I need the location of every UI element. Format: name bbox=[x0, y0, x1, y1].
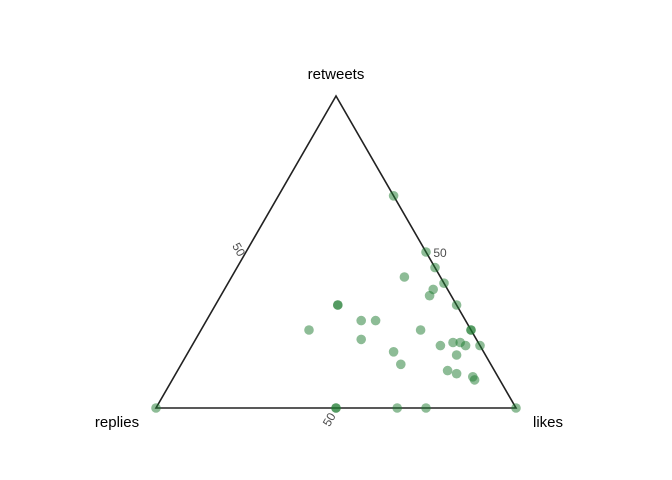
data-point bbox=[439, 278, 449, 289]
tick-label-replies-50: 50 bbox=[229, 240, 248, 259]
data-point bbox=[388, 191, 399, 201]
triangle-outline bbox=[154, 94, 518, 409]
data-point bbox=[370, 315, 381, 326]
data-point bbox=[392, 403, 403, 413]
data-point bbox=[451, 368, 462, 379]
data-point bbox=[333, 300, 343, 310]
data-point bbox=[511, 403, 521, 413]
data-point bbox=[435, 340, 446, 351]
data-point bbox=[428, 284, 439, 295]
data-point bbox=[442, 365, 453, 376]
tick-label-likes-50: 50 bbox=[433, 246, 447, 260]
tick-labels: 50 50 50 bbox=[229, 240, 447, 429]
data-point bbox=[430, 262, 440, 273]
data-point bbox=[415, 325, 426, 335]
data-point bbox=[421, 403, 431, 413]
axis-title-retweets: retweets bbox=[308, 66, 365, 83]
data-points bbox=[151, 191, 521, 413]
data-point bbox=[460, 340, 471, 351]
data-point bbox=[448, 337, 458, 348]
data-point bbox=[421, 247, 431, 257]
data-point bbox=[466, 325, 476, 335]
data-point bbox=[356, 315, 367, 326]
data-point bbox=[399, 272, 410, 282]
axis-title-likes: likes bbox=[533, 414, 563, 431]
tick-label-retweets-50: 50 bbox=[320, 410, 339, 429]
data-point bbox=[304, 325, 314, 335]
data-point bbox=[451, 350, 462, 360]
data-point bbox=[469, 375, 480, 385]
data-point bbox=[396, 359, 406, 370]
data-point bbox=[356, 334, 367, 345]
data-point bbox=[475, 340, 485, 351]
data-point bbox=[388, 347, 399, 357]
data-point bbox=[331, 403, 341, 413]
data-point bbox=[451, 300, 462, 310]
data-point bbox=[151, 403, 161, 413]
axis-title-replies: replies bbox=[95, 414, 139, 431]
